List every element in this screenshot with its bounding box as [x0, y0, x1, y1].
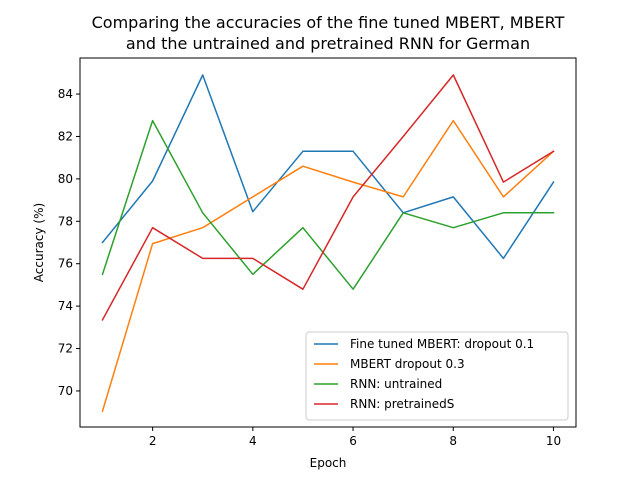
axis-ticks: 2 4 6 8 10 70 72 74 76 78 80 82 84	[58, 87, 561, 448]
y-tick-label: 74	[58, 299, 73, 313]
legend-label-3: RNN: untrained	[350, 377, 442, 391]
legend-box	[305, 331, 569, 421]
x-tick-label: 4	[249, 434, 257, 448]
chart-title-line-1: Comparing the accuracies of the fine tun…	[92, 13, 565, 32]
x-tick-label: 10	[546, 434, 561, 448]
chart-title-line-2: and the untrained and pretrained RNN for…	[126, 34, 530, 53]
plot-area-frame	[79, 57, 577, 428]
y-tick-label: 84	[58, 87, 73, 101]
y-axis-label: Accuracy (%)	[32, 203, 46, 282]
y-tick-label: 72	[58, 342, 73, 356]
legend-label-1: Fine tuned MBERT: dropout 0.1	[350, 337, 534, 351]
legend: Fine tuned MBERT: dropout 0.1 MBERT dropo…	[305, 331, 569, 421]
y-tick-label: 76	[58, 257, 73, 271]
x-axis-label: Epoch	[310, 456, 347, 470]
y-tick-label: 78	[58, 214, 73, 228]
x-tick-label: 2	[149, 434, 157, 448]
y-tick-label: 80	[58, 172, 73, 186]
series-line-2	[101, 119, 555, 413]
series-line-1	[101, 74, 555, 260]
legend-label-4: RNN: pretrainedS	[350, 397, 454, 411]
legend-label-2: MBERT dropout 0.3	[350, 357, 465, 371]
series-line-3	[101, 119, 555, 290]
series-lines	[101, 74, 555, 413]
y-tick-label: 82	[58, 129, 73, 143]
y-tick-label: 70	[58, 384, 73, 398]
x-tick-label: 8	[449, 434, 457, 448]
x-tick-label: 6	[349, 434, 357, 448]
series-line-4	[101, 74, 555, 321]
